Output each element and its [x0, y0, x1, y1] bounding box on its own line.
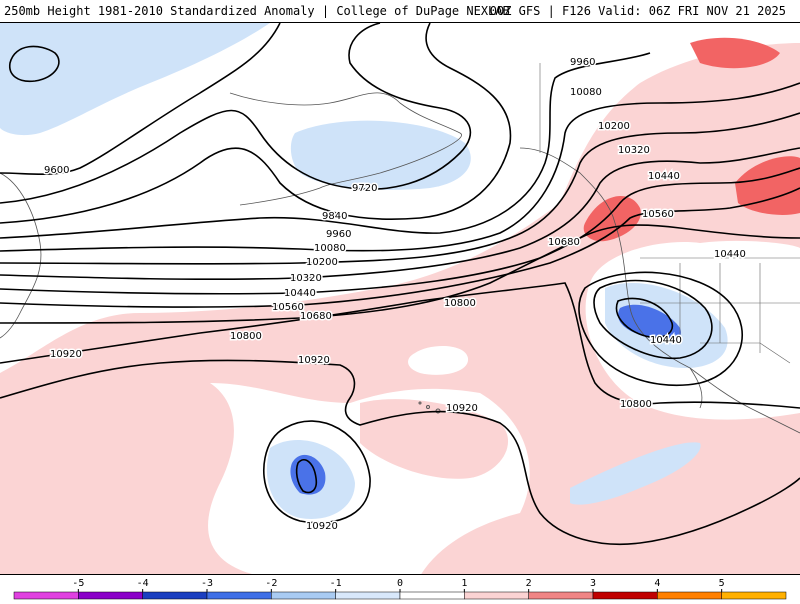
legend-tick-label: 3: [590, 578, 596, 589]
contour-10560: [0, 187, 800, 308]
header: 250mb Height 1981-2010 Standardized Anom…: [0, 0, 800, 22]
contour-label: 9960: [326, 229, 351, 240]
contour-label: 10440: [650, 335, 682, 346]
contour-label: 10800: [444, 298, 476, 309]
legend-swatch: [528, 591, 594, 600]
legend-tick-label: -4: [137, 578, 149, 589]
legend-ticks: -5 -4 -3 -2 -1 0 1 2 3 4 5: [72, 578, 725, 592]
legend-color-bar: [13, 591, 787, 600]
contour-label: 10680: [548, 237, 580, 248]
contour-10320-closed: [615, 297, 674, 339]
legend-tick-label: -3: [201, 578, 213, 589]
contour-10680: [0, 224, 800, 324]
contour-9720: [0, 23, 472, 204]
contour-label: 10560: [272, 302, 304, 313]
aleutian-chain: [239, 187, 321, 206]
contour-9840: [0, 23, 512, 224]
contour-9960: [0, 52, 651, 239]
contour-label: 10080: [570, 87, 602, 98]
legend-swatch: [657, 591, 722, 600]
strong-positive-anomaly: [735, 156, 800, 215]
contour-10800-closed: [578, 271, 744, 387]
negative-anomaly-region: [0, 23, 270, 136]
contour-label: 10920: [50, 349, 82, 360]
east-asia-coastline: [0, 172, 42, 339]
contour-low-core: [295, 459, 318, 494]
legend-tick-label: 0: [397, 578, 403, 589]
legend-swatch: [721, 591, 787, 600]
baja-coastline: [689, 367, 703, 409]
contour-10920: [0, 359, 800, 546]
legend-tick-label: 4: [654, 578, 660, 589]
legend-svg: -5 -4 -3 -2 -1 0 1 2 3 4 5: [13, 578, 787, 600]
legend-tick-label: -1: [330, 578, 342, 589]
contour-label: 10920: [298, 355, 330, 366]
contour-label: 9720: [352, 183, 377, 194]
contour-10320: [0, 147, 800, 281]
negative-anomaly-region: [700, 240, 800, 278]
contour-low-closed: [9, 45, 60, 83]
legend-tick-label: -2: [265, 578, 277, 589]
contour-labels: 9600 9720 9840 9960 10080 10200 10320 10…: [43, 56, 748, 534]
legend-swatch: [592, 591, 658, 600]
legend-tick-label: 2: [526, 578, 532, 589]
contour-label: 10320: [618, 145, 650, 156]
contour-label: 10800: [620, 399, 652, 410]
legend-tick-label: 1: [461, 578, 467, 589]
geography: [0, 63, 800, 434]
legend-swatch: [78, 591, 143, 600]
contour-label: 10320: [290, 273, 322, 284]
legend-tick-label: 5: [719, 578, 725, 589]
map-panel: 9600 9720 9840 9960 10080 10200 10320 10…: [0, 22, 800, 575]
state-lines: [640, 263, 800, 353]
contour-label: 10200: [598, 121, 630, 132]
contour-label: 10440: [648, 171, 680, 182]
contour-10080: [0, 82, 800, 252]
legend-swatch: [206, 591, 272, 600]
north-america-west-coast: [519, 147, 800, 434]
positive-anomaly-region: [0, 43, 800, 574]
contour-label: 10440: [714, 249, 746, 260]
map-title: 250mb Height 1981-2010 Standardized Anom…: [4, 4, 510, 18]
legend-swatch: [271, 591, 336, 600]
legend-swatch: [142, 591, 208, 600]
alaska-coastline: [229, 92, 462, 189]
contour-label: 9600: [44, 165, 69, 176]
color-legend: -5 -4 -3 -2 -1 0 1 2 3 4 5: [0, 575, 800, 600]
legend-swatch: [464, 591, 529, 600]
contour-label: 10200: [306, 257, 338, 268]
contour-10440-closed: [593, 279, 713, 360]
contour-label: 10920: [306, 521, 338, 532]
contour-10800: [0, 282, 800, 409]
height-contours: [0, 23, 800, 546]
legend-tick-label: -5: [72, 578, 84, 589]
neutral-gap: [360, 399, 509, 479]
negative-anomaly-region: [290, 120, 471, 190]
contour-label: 9840: [322, 211, 347, 222]
strong-positive-anomaly: [690, 37, 780, 69]
contour-label: 10680: [300, 311, 332, 322]
run-info: 00Z GFS | F126 Valid: 06Z FRI NOV 21 202…: [489, 4, 786, 18]
contour-label: 10440: [284, 288, 316, 299]
negative-anomaly-region: [570, 442, 701, 505]
contour-label: 9960: [570, 57, 595, 68]
contour-label: 10560: [642, 209, 674, 220]
legend-swatch: [399, 591, 465, 600]
legend-swatch: [335, 591, 401, 600]
strong-positive-anomaly: [583, 196, 641, 242]
contour-label: 10080: [314, 243, 346, 254]
hawaii-island: [426, 405, 430, 409]
map-svg: 9600 9720 9840 9960 10080 10200 10320 10…: [0, 23, 800, 574]
contour-10920-closed: [263, 420, 371, 524]
legend-swatch: [13, 591, 79, 600]
contour-label: 10800: [230, 331, 262, 342]
contour-10200: [0, 112, 800, 265]
contour-label: 10920: [446, 403, 478, 414]
neutral-gap: [408, 346, 469, 375]
contour-9600: [0, 23, 281, 176]
hawaii-island: [418, 401, 422, 405]
